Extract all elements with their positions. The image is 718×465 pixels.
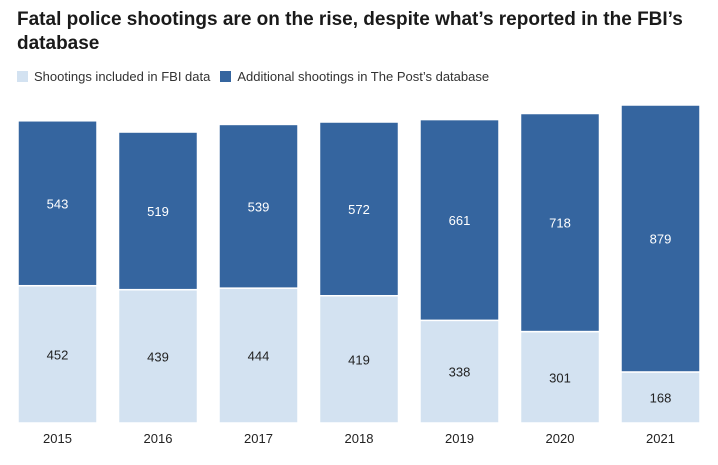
bar-post-2015	[17, 120, 98, 287]
data-label-post-2021: 879	[650, 231, 672, 246]
legend-swatch-fbi	[17, 71, 28, 82]
data-label-fbi-2016: 439	[147, 349, 169, 364]
x-tick-label-2017: 2017	[244, 431, 273, 446]
x-tick-label-2021: 2021	[646, 431, 675, 446]
data-label-fbi-2020: 301	[549, 370, 571, 385]
bar-fbi-2020	[519, 330, 601, 424]
bar-fbi-2019	[419, 319, 500, 424]
bar-fbi-2021	[620, 371, 701, 424]
chart-legend: Shootings included in FBI data Additiona…	[17, 69, 499, 84]
data-label-post-2019: 661	[449, 213, 471, 228]
legend-label-fbi: Shootings included in FBI data	[34, 69, 211, 84]
stacked-bar-chart: 452 543 2015 439 519 2016 444 539 2017 419 572 2018…	[17, 104, 701, 446]
bar-post-2016	[117, 131, 199, 291]
data-label-fbi-2019: 338	[449, 365, 471, 380]
data-label-post-2017: 539	[248, 199, 270, 214]
bar-post-2021	[620, 104, 701, 373]
legend-item-post: Additional shootings in The Post’s datab…	[220, 69, 489, 84]
legend-label-post: Additional shootings in The Post’s datab…	[237, 69, 490, 84]
data-label-fbi-2017: 444	[248, 349, 270, 364]
bar-fbi-2015	[17, 284, 98, 424]
bar-post-2017	[218, 123, 299, 289]
x-tick-label-2016: 2016	[144, 431, 173, 446]
data-label-post-2020: 718	[549, 216, 571, 231]
data-label-fbi-2018: 419	[348, 352, 370, 367]
legend-item-fbi: Shootings included in FBI data	[17, 69, 210, 84]
x-tick-label-2018: 2018	[345, 431, 374, 446]
bar-fbi-2017	[218, 287, 299, 424]
data-label-fbi-2015: 452	[47, 347, 69, 362]
data-label-fbi-2021: 168	[650, 390, 672, 405]
bar-fbi-2018	[318, 294, 400, 424]
data-label-post-2016: 519	[147, 204, 169, 219]
data-label-post-2018: 572	[348, 202, 370, 217]
bar-post-2018	[318, 121, 400, 297]
chart-title: Fatal police shootings are on the rise, …	[17, 9, 683, 54]
data-label-post-2015: 543	[47, 196, 69, 211]
x-tick-label-2015: 2015	[43, 431, 72, 446]
legend-swatch-post	[220, 71, 232, 82]
x-tick-label-2020: 2020	[546, 431, 575, 446]
bar-post-2019	[419, 118, 500, 322]
bar-post-2020	[519, 112, 601, 333]
x-tick-label-2019: 2019	[445, 431, 474, 446]
